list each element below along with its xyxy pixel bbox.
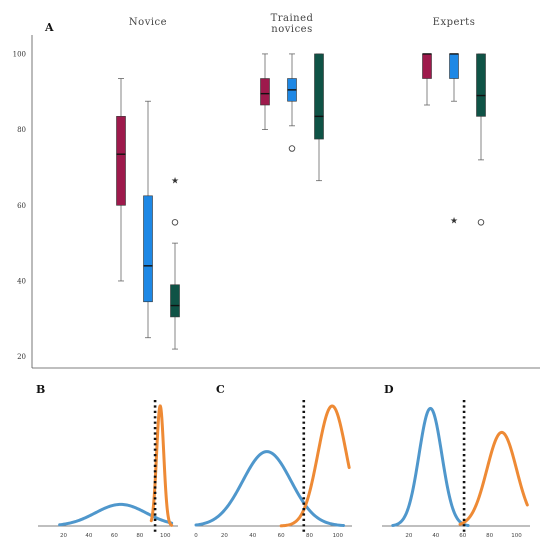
- x-tick-label: 40: [85, 533, 92, 539]
- group-label: Novice: [129, 17, 167, 28]
- outlier-circle: [477, 219, 485, 226]
- x-tick-label: 60: [459, 533, 466, 539]
- density-panel-c: C 0 20 40 60 80 100: [194, 383, 352, 539]
- x-tick-label: 20: [60, 533, 67, 539]
- x-tick-label: 40: [249, 533, 256, 539]
- density-curve: [458, 430, 529, 526]
- density-curve: [279, 404, 351, 528]
- panel-label: C: [216, 383, 225, 396]
- box: [422, 53, 432, 79]
- box: [116, 116, 126, 206]
- outlier-star: ★: [450, 216, 458, 226]
- y-tick-label: 20: [17, 353, 26, 361]
- y-tick-labels: 20 40 60 80 100: [13, 50, 26, 361]
- x-tick-label: 0: [194, 533, 198, 539]
- x-tick-label: 40: [432, 533, 439, 539]
- x-tick-label: 60: [278, 533, 285, 539]
- outlier-circle: [171, 219, 179, 226]
- y-tick-label: 60: [17, 202, 26, 210]
- density-curve: [391, 406, 470, 527]
- panel-label-a: A: [44, 21, 54, 34]
- density-panel-b: B 20 40 60 80 100: [36, 383, 178, 539]
- panel-label: D: [384, 383, 394, 396]
- box: [314, 53, 324, 140]
- x-tick-label: 100: [160, 533, 171, 539]
- x-tick-label: 60: [111, 533, 118, 539]
- boxes: ★★: [116, 53, 486, 350]
- y-tick-label: 40: [17, 277, 26, 285]
- x-tick-label: 80: [136, 533, 143, 539]
- x-tick-label: 80: [306, 533, 313, 539]
- y-tick-label: 80: [17, 126, 26, 134]
- density-panel-d: D 20 40 60 80 100: [382, 383, 530, 539]
- y-tick-label: 100: [13, 50, 26, 58]
- box: [260, 78, 270, 106]
- x-tick-label: 100: [511, 533, 522, 539]
- outlier-circle: [288, 145, 296, 152]
- box: [143, 195, 153, 303]
- density-curve: [149, 404, 174, 527]
- x-tick-label: 80: [486, 533, 493, 539]
- group-label: Experts: [433, 17, 476, 28]
- box: [476, 53, 486, 117]
- outlier-star: ★: [171, 177, 179, 187]
- density-curve: [194, 450, 345, 528]
- box: [170, 284, 180, 318]
- x-tick-label: 100: [333, 533, 344, 539]
- x-tick-label: 20: [405, 533, 412, 539]
- box: [449, 53, 459, 79]
- x-tick-label: 20: [221, 533, 228, 539]
- group-label: Trained: [271, 13, 314, 24]
- panel-label: B: [36, 383, 45, 396]
- group-label: novices: [271, 24, 312, 35]
